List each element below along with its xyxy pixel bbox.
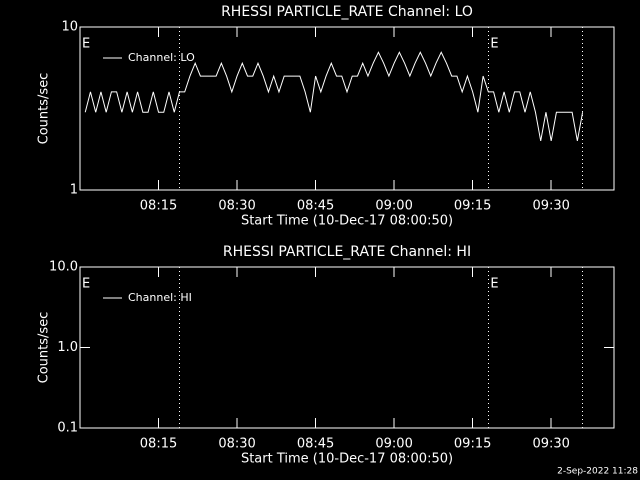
plot-frame bbox=[79, 26, 615, 191]
legend-label: Channel: HI bbox=[128, 291, 192, 304]
y-tick-label: 10.0 bbox=[49, 260, 78, 275]
data-line bbox=[84, 51, 584, 142]
x-tick-label: 08:30 bbox=[218, 437, 255, 452]
y-axis-label: Counts/sec bbox=[37, 73, 52, 145]
x-tick-label: 08:30 bbox=[218, 199, 255, 214]
x-tick-label: 09:30 bbox=[532, 199, 569, 214]
x-tick-label: 08:15 bbox=[140, 437, 177, 452]
x-axis-label: Start Time (10-Dec-17 08:00:50) bbox=[241, 214, 453, 229]
footer: 2-Sep-2022 11:28 bbox=[557, 467, 638, 477]
x-tick-label: 09:00 bbox=[375, 199, 412, 214]
y-tick-label: 1.0 bbox=[57, 340, 78, 355]
y-tick-label: 0.1 bbox=[57, 421, 78, 436]
x-tick-label: 08:45 bbox=[297, 199, 334, 214]
event-flag: E bbox=[82, 37, 90, 52]
x-axis-label: Start Time (10-Dec-17 08:00:50) bbox=[241, 452, 453, 467]
x-tick-label: 09:15 bbox=[454, 437, 491, 452]
x-tick-label: 09:30 bbox=[532, 437, 569, 452]
event-flag: E bbox=[82, 277, 90, 292]
legend-label: Channel: LO bbox=[128, 51, 195, 64]
x-tick-label: 09:00 bbox=[375, 437, 412, 452]
x-tick-label: 08:45 bbox=[297, 437, 334, 452]
event-flag: E bbox=[490, 277, 498, 292]
x-tick-label: 08:15 bbox=[140, 199, 177, 214]
chart-title: RHESSI PARTICLE_RATE Channel: LO bbox=[221, 4, 473, 20]
event-flag: E bbox=[490, 37, 498, 52]
y-tick-label: 1 bbox=[70, 183, 78, 198]
y-tick-label: 10 bbox=[61, 20, 78, 35]
x-tick-label: 09:15 bbox=[454, 199, 491, 214]
y-axis-label: Counts/sec bbox=[37, 312, 52, 384]
chart-title: RHESSI PARTICLE_RATE Channel: HI bbox=[223, 244, 471, 260]
